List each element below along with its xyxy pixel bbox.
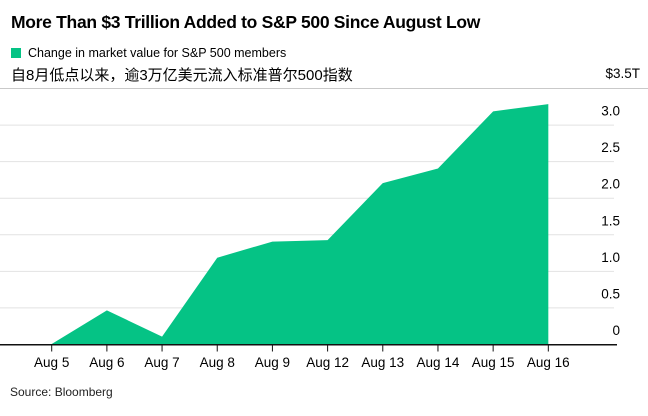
legend: Change in market value for S&P 500 membe… bbox=[11, 46, 286, 60]
x-axis-label: Aug 14 bbox=[417, 355, 460, 370]
x-axis-label: Aug 9 bbox=[255, 355, 290, 370]
x-axis-label: Aug 7 bbox=[144, 355, 179, 370]
legend-swatch-icon bbox=[11, 48, 21, 58]
x-axis-label: Aug 12 bbox=[306, 355, 349, 370]
x-axis-label: Aug 6 bbox=[89, 355, 124, 370]
y-axis-label: 1.0 bbox=[601, 250, 620, 265]
x-axis-label: Aug 8 bbox=[200, 355, 235, 370]
y-axis-top-label: $3.5T bbox=[605, 66, 640, 81]
legend-label: Change in market value for S&P 500 membe… bbox=[28, 46, 287, 60]
x-axis-label: Aug 13 bbox=[361, 355, 404, 370]
y-axis-label: 2.0 bbox=[601, 177, 620, 192]
y-axis-label: 0.5 bbox=[601, 286, 620, 301]
subtitle-chinese: 自8月低点以来，逾3万亿美元流入标准普尔500指数 bbox=[11, 67, 353, 84]
x-axis-label: Aug 5 bbox=[34, 355, 69, 370]
y-axis-label: 0 bbox=[612, 323, 620, 338]
chart-title: More Than $3 Trillion Added to S&P 500 S… bbox=[11, 12, 481, 32]
y-axis-label: 2.5 bbox=[601, 140, 620, 155]
x-axis-label: Aug 15 bbox=[472, 355, 515, 370]
y-axis-label: 1.5 bbox=[601, 213, 620, 228]
y-axis-label: 3.0 bbox=[601, 104, 620, 119]
x-axis-label: Aug 16 bbox=[527, 355, 570, 370]
source-attribution: Source: Bloomberg bbox=[10, 385, 113, 399]
area-series bbox=[51, 104, 549, 344]
